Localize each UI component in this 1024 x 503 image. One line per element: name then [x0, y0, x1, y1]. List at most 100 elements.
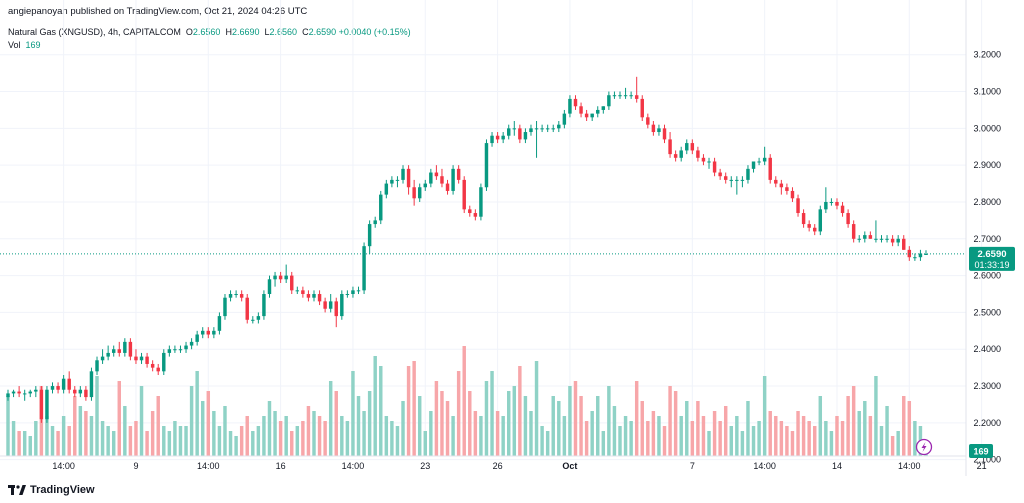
volume-bar	[796, 411, 800, 456]
volume-bar	[56, 431, 60, 456]
volume-bar	[201, 401, 205, 456]
low-value: 2.6560	[269, 27, 298, 37]
volume-bar	[145, 431, 149, 456]
volume-bar	[584, 421, 589, 456]
volume-bar	[707, 431, 711, 456]
volume-bar	[11, 421, 16, 456]
candle-body	[345, 294, 350, 296]
candle-body	[11, 391, 16, 394]
candle-body	[340, 294, 344, 317]
candle-body	[67, 378, 71, 390]
candle-body	[290, 275, 294, 291]
candle-body	[256, 316, 261, 320]
candle-body	[167, 349, 172, 353]
candle-body	[50, 386, 55, 390]
candle-body	[128, 341, 133, 357]
candle-body	[501, 135, 505, 140]
volume-bar	[568, 386, 572, 456]
candle-body	[145, 356, 149, 364]
lightning-icon[interactable]	[921, 442, 927, 452]
candle-body	[607, 95, 611, 107]
candle-body	[123, 341, 127, 353]
volume-bar	[184, 426, 188, 456]
volume-bar	[813, 426, 817, 456]
volume-bar	[367, 391, 372, 456]
candle-body	[456, 168, 461, 180]
candle-body	[540, 128, 544, 130]
volume-bar	[907, 401, 912, 456]
volume-bar	[501, 416, 505, 456]
volume-bar	[523, 396, 528, 456]
candle-body	[273, 275, 277, 280]
volume-bar	[562, 416, 567, 456]
volume-bar	[890, 436, 895, 456]
volume-bar	[89, 416, 94, 456]
x-tick-label: 7	[690, 461, 695, 471]
volume-bar	[256, 426, 261, 456]
candle-body	[790, 190, 795, 199]
lightning-button[interactable]	[915, 438, 933, 456]
volume-bar	[434, 381, 439, 456]
volume-bar	[340, 416, 344, 456]
volume-bar	[640, 401, 644, 456]
volume-bar	[156, 396, 160, 456]
volume-bar	[84, 411, 88, 456]
candle-body	[84, 389, 88, 398]
change-value: +0.0040 (+0.15%)	[338, 27, 411, 37]
last-price-value: 2.6590	[977, 249, 1006, 260]
candle-body	[696, 150, 700, 158]
tradingview-footer[interactable]: TradingView	[8, 484, 95, 496]
candle-body	[618, 95, 622, 97]
y-axis-ticks[interactable]: 3.2000 3.1000 3.0000 2.9000 2.8000 2.7000 2.60…	[973, 50, 1001, 465]
volume-bar	[356, 396, 361, 456]
y-tick-label: 2.5000	[973, 307, 1001, 317]
candle-body	[334, 301, 338, 317]
volume-bar	[651, 411, 656, 456]
volume-value: 169	[25, 40, 41, 50]
y-tick-label: 2.7000	[973, 234, 1001, 244]
candle-body	[139, 356, 144, 361]
candle-body	[201, 330, 205, 335]
volume-bar	[345, 421, 350, 456]
volume-bar	[217, 426, 222, 456]
candle-body	[173, 349, 177, 351]
candle-body	[646, 117, 650, 125]
volume-bar	[312, 411, 316, 456]
x-axis-ticks[interactable]: 14:00 9 14:00 16 14:00 23 26 Oct 7 14:00 14 14:00 21	[52, 461, 986, 471]
volume-bar	[273, 411, 277, 456]
candle-body	[774, 179, 778, 184]
candle-body	[612, 95, 617, 97]
candle-body	[34, 389, 38, 392]
candle-body	[601, 106, 606, 110]
volume-label[interactable]: Vol	[8, 40, 21, 50]
volume-bar	[206, 391, 211, 456]
candle-body	[507, 128, 511, 136]
candle-body	[913, 257, 917, 259]
candle-body	[518, 128, 522, 140]
volume-bar	[395, 426, 400, 456]
volume-bar	[840, 421, 845, 456]
candle-body	[228, 294, 233, 298]
candle-body	[712, 161, 717, 173]
candle-body	[417, 187, 422, 199]
volume-bar	[612, 406, 617, 456]
candle-body	[262, 294, 266, 317]
candle-body	[367, 224, 372, 247]
y-tick-label: 2.6000	[973, 271, 1001, 281]
candle-body	[295, 290, 300, 292]
volume-bar	[874, 376, 878, 456]
volume-bar	[234, 436, 238, 456]
volume-bar	[579, 396, 583, 456]
volume-bar	[78, 406, 83, 456]
y-tick-label: 3.2000	[973, 50, 1001, 60]
y-tick-label: 2.8000	[973, 197, 1001, 207]
candle-body	[484, 143, 489, 188]
volume-bar	[857, 411, 861, 456]
candle-body	[328, 301, 333, 309]
candle-body	[412, 187, 416, 199]
candle-body	[829, 201, 834, 203]
volume-bar	[868, 416, 873, 456]
volume-bar	[779, 421, 784, 456]
symbol-name[interactable]: Natural Gas (XNGUSD), 4h, CAPITALCOM	[8, 27, 181, 37]
